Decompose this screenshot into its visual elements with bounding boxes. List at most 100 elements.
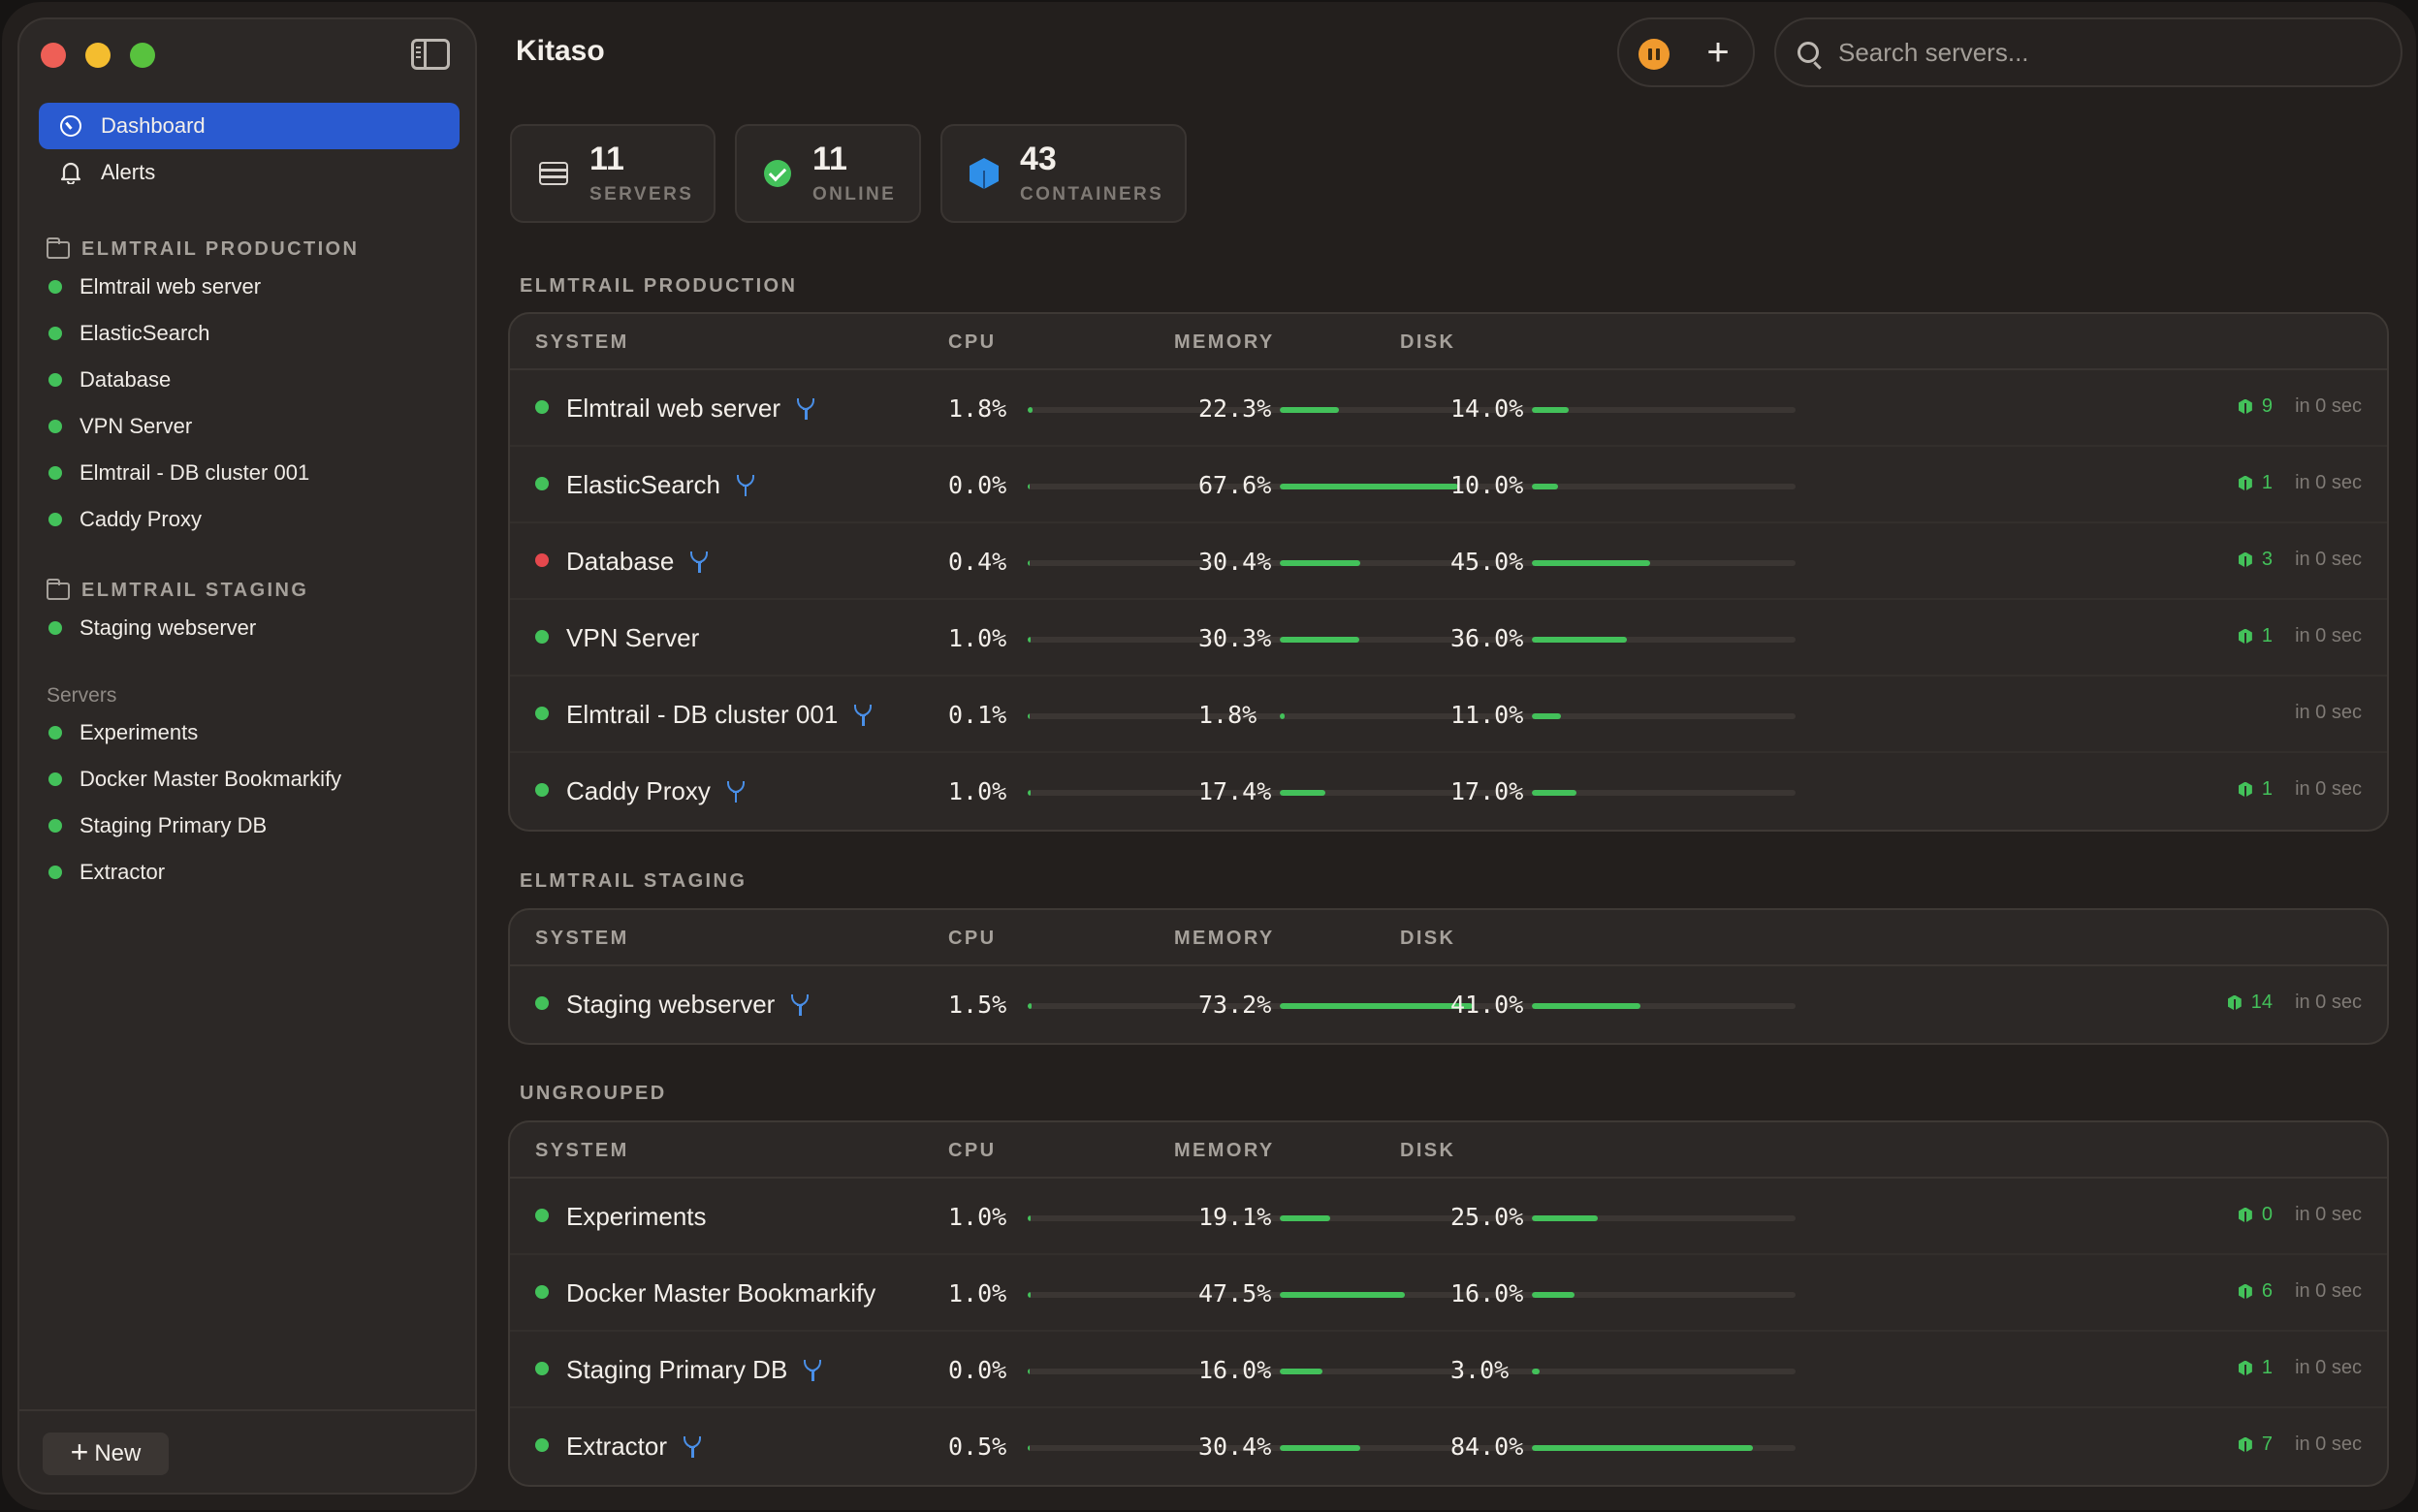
column-header-cpu[interactable]: CPU xyxy=(948,331,997,353)
sidebar-item-server[interactable]: Database xyxy=(48,367,171,393)
table-row[interactable]: Elmtrail - DB cluster 001 0.1% 1.8% 11.0% in… xyxy=(510,677,2387,753)
sidebar-item-label: Staging webserver xyxy=(80,615,257,640)
memory-value: 47.5% xyxy=(1198,1279,1272,1307)
memory-value: 30.3% xyxy=(1198,624,1272,652)
server-name-text: Database xyxy=(566,547,675,576)
table-row[interactable]: ElasticSearch 0.0% 67.6% 10.0% 1 in 0 sec xyxy=(510,447,2387,523)
search-input[interactable] xyxy=(1838,37,2381,68)
cpu-value: 0.1% xyxy=(948,701,1007,729)
folder-icon xyxy=(47,578,70,600)
sidebar-footer: + New xyxy=(19,1409,475,1493)
server-name-text: Docker Master Bookmarkify xyxy=(566,1278,876,1307)
container-count-text: 9 xyxy=(2261,395,2273,417)
table-row[interactable]: VPN Server 1.0% 30.3% 36.0% 1 in 0 sec xyxy=(510,600,2387,677)
zoom-window-button[interactable] xyxy=(130,43,155,68)
stat-label: ONLINE xyxy=(812,184,897,205)
sidebar-item-server[interactable]: ElasticSearch xyxy=(48,321,210,346)
cpu-bar xyxy=(1028,1215,1291,1221)
disk-bar-fill xyxy=(1532,484,1559,489)
status-dot xyxy=(535,1438,549,1452)
stat-label: CONTAINERS xyxy=(1020,184,1164,205)
server-name-text: VPN Server xyxy=(566,623,700,652)
server-name-text: Elmtrail web server xyxy=(566,394,781,423)
status-dot xyxy=(535,1362,549,1375)
disk-bar xyxy=(1532,713,1796,719)
sidebar-item-server[interactable]: Extractor xyxy=(48,860,165,885)
container-icon xyxy=(2226,994,2243,1012)
add-server-icon[interactable]: + xyxy=(1706,30,1730,74)
column-header-cpu[interactable]: CPU xyxy=(948,1140,997,1161)
column-header-memory[interactable]: MEMORY xyxy=(1174,1140,1275,1161)
memory-value: 30.4% xyxy=(1198,548,1272,576)
close-window-button[interactable] xyxy=(41,43,66,68)
table-row[interactable]: Experiments 1.0% 19.1% 25.0% 0 in 0 sec xyxy=(510,1179,2387,1255)
nav-dashboard[interactable]: Dashboard xyxy=(39,103,460,149)
nav-alerts[interactable]: Alerts xyxy=(39,149,460,196)
server-name[interactable]: ElasticSearch xyxy=(566,470,755,500)
server-name[interactable]: Elmtrail - DB cluster 001 xyxy=(566,700,873,730)
table-header: SYSTEM CPU MEMORY DISK xyxy=(510,1122,2387,1179)
table-row[interactable]: Docker Master Bookmarkify 1.0% 47.5% 16.0% 6… xyxy=(510,1255,2387,1332)
memory-bar xyxy=(1280,1292,1543,1298)
server-name[interactable]: Docker Master Bookmarkify xyxy=(566,1278,875,1308)
cpu-value: 0.0% xyxy=(948,471,1007,499)
disk-value: 45.0% xyxy=(1450,548,1524,576)
cpu-bar xyxy=(1028,1003,1291,1009)
disk-bar-fill xyxy=(1532,1215,1598,1221)
container-count: 6 xyxy=(2237,1280,2273,1303)
sidebar-item-server[interactable]: Elmtrail - DB cluster 001 xyxy=(48,460,309,486)
disk-bar xyxy=(1532,1369,1796,1374)
container-count-text: 1 xyxy=(2261,625,2273,646)
server-name[interactable]: Database xyxy=(566,547,709,577)
table-row[interactable]: Staging Primary DB 0.0% 16.0% 3.0% 1 in 0 sec xyxy=(510,1332,2387,1408)
sidebar-item-server[interactable]: Docker Master Bookmarkify xyxy=(48,767,341,792)
server-name[interactable]: VPN Server xyxy=(566,623,699,653)
table-row[interactable]: Staging webserver 1.5% 73.2% 41.0% 14 in 0 se… xyxy=(510,966,2387,1043)
column-header-cpu[interactable]: CPU xyxy=(948,928,997,949)
server-name[interactable]: Staging webserver xyxy=(566,990,810,1020)
column-header-system[interactable]: SYSTEM xyxy=(535,928,629,949)
column-header-disk[interactable]: DISK xyxy=(1400,331,1456,353)
status-dot xyxy=(535,707,549,720)
column-header-system[interactable]: SYSTEM xyxy=(535,331,629,353)
server-table: SYSTEM CPU MEMORY DISK Experiments 1.0% 19.1% 2… xyxy=(508,1120,2389,1487)
container-icon xyxy=(2237,1283,2254,1301)
column-header-disk[interactable]: DISK xyxy=(1400,1140,1456,1161)
memory-bar xyxy=(1280,790,1543,796)
column-header-memory[interactable]: MEMORY xyxy=(1174,928,1275,949)
minimize-window-button[interactable] xyxy=(85,43,111,68)
table-row[interactable]: Elmtrail web server 1.8% 22.3% 14.0% 9 in 0 s… xyxy=(510,370,2387,447)
table-row[interactable]: Caddy Proxy 1.0% 17.4% 17.0% 1 in 0 sec xyxy=(510,753,2387,830)
sidebar-toggle-icon[interactable] xyxy=(411,39,450,70)
sidebar-item-server[interactable]: Caddy Proxy xyxy=(48,507,202,532)
status-dot xyxy=(48,621,62,635)
last-updated: in 0 sec xyxy=(2295,395,2362,417)
memory-bar-fill xyxy=(1280,484,1458,489)
disk-bar xyxy=(1532,1445,1796,1451)
pause-icon[interactable] xyxy=(1639,39,1670,70)
server-name[interactable]: Staging Primary DB xyxy=(566,1355,822,1385)
server-name[interactable]: Extractor xyxy=(566,1432,702,1462)
sidebar-item-server[interactable]: VPN Server xyxy=(48,414,192,439)
container-icon xyxy=(2237,1436,2254,1454)
column-header-disk[interactable]: DISK xyxy=(1400,928,1456,949)
column-header-memory[interactable]: MEMORY xyxy=(1174,331,1275,353)
container-count: 9 xyxy=(2237,395,2273,418)
sidebar-item-server[interactable]: Experiments xyxy=(48,720,198,745)
stat-online: 11 ONLINE xyxy=(735,124,921,223)
column-header-system[interactable]: SYSTEM xyxy=(535,1140,629,1161)
cpu-bar-fill xyxy=(1028,713,1030,719)
sidebar-item-server[interactable]: Staging Primary DB xyxy=(48,813,267,838)
table-row[interactable]: Database 0.4% 30.4% 45.0% 3 in 0 sec xyxy=(510,523,2387,600)
table-row[interactable]: Extractor 0.5% 30.4% 84.0% 7 in 0 sec xyxy=(510,1408,2387,1485)
server-name[interactable]: Experiments xyxy=(566,1202,707,1232)
last-updated: in 0 sec xyxy=(2295,625,2362,646)
sidebar-item-server[interactable]: Elmtrail web server xyxy=(48,274,261,299)
new-server-button[interactable]: + New xyxy=(43,1433,169,1475)
sidebar-item-server[interactable]: Staging webserver xyxy=(48,615,256,641)
search-bar[interactable] xyxy=(1774,17,2402,87)
server-name[interactable]: Elmtrail web server xyxy=(566,394,815,424)
container-icon xyxy=(2237,551,2254,569)
server-name[interactable]: Caddy Proxy xyxy=(566,776,746,806)
